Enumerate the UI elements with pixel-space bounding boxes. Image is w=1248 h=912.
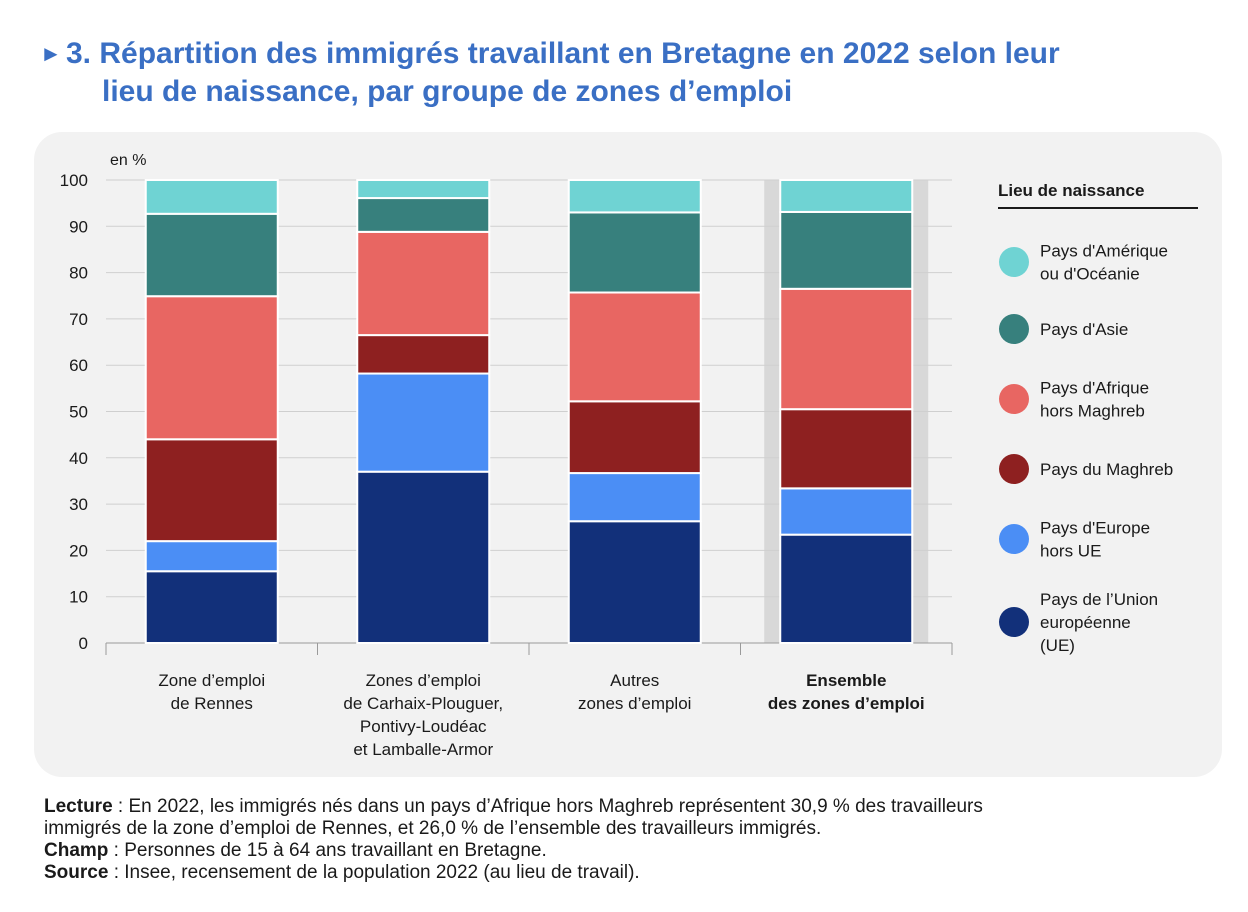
y-tick-label: 10 — [69, 588, 88, 607]
bar-segment — [567, 400, 702, 475]
x-category-label: Pontivy-Loudéac — [360, 717, 487, 736]
title-line-2: lieu de naissance, par groupe de zones d… — [102, 75, 793, 108]
bar-segment — [144, 212, 279, 298]
bar-segment — [779, 210, 914, 290]
bar-segment — [567, 211, 702, 294]
bar-segment — [779, 533, 914, 644]
lecture-text-1: : En 2022, les immigrés nés dans un pays… — [112, 796, 983, 817]
x-category-label: Autres — [610, 671, 659, 690]
legend-swatch-icon — [999, 314, 1029, 344]
legend-title: Lieu de naissance — [998, 181, 1144, 200]
bar-segment — [567, 520, 702, 644]
x-category-label: des zones d’emploi — [768, 694, 925, 713]
bar-segment — [567, 179, 702, 214]
legend-label: (UE) — [1040, 636, 1075, 655]
y-tick-label: 20 — [69, 541, 88, 560]
legend-swatch-icon — [999, 524, 1029, 554]
x-category-label: Zone d’emploi — [158, 671, 265, 690]
bar-segment — [356, 372, 491, 473]
legend-label: Pays d'Asie — [1040, 320, 1128, 339]
bar-segment — [567, 472, 702, 523]
x-category-label: zones d’emploi — [578, 694, 691, 713]
y-tick-label: 50 — [69, 403, 88, 422]
lecture-label: Lecture — [44, 796, 113, 817]
y-tick-label: 60 — [69, 356, 88, 375]
legend-swatch-icon — [999, 384, 1029, 414]
champ-label: Champ — [44, 840, 109, 861]
bar-segment — [144, 570, 279, 644]
y-tick-label: 30 — [69, 495, 88, 514]
bar-segment — [356, 179, 491, 200]
lecture-text-2: immigrés de la zone d’emploi de Rennes, … — [44, 818, 822, 839]
lecture-note: Lecture : En 2022, les immigrés nés dans… — [44, 796, 1214, 818]
bar-segment — [779, 287, 914, 411]
legend-label: hors Maghreb — [1040, 402, 1145, 421]
title-arrow-icon: ► — [40, 41, 62, 66]
legend-label: Pays d'Afrique — [1040, 379, 1149, 398]
legend-label: Pays du Maghreb — [1040, 460, 1173, 479]
legend-swatch-icon — [999, 247, 1029, 277]
y-tick-label: 70 — [69, 310, 88, 329]
bar-segment — [356, 230, 491, 337]
bar-segment — [144, 295, 279, 441]
legend-label: européenne — [1040, 613, 1131, 632]
bar-segment — [144, 179, 279, 215]
bar-segment — [356, 470, 491, 644]
champ-text: : Personnes de 15 à 64 ans travaillant e… — [108, 840, 547, 861]
lecture-note-cont: immigrés de la zone d’emploi de Rennes, … — [44, 818, 1214, 840]
x-category-label: Zones d’emploi — [366, 671, 481, 690]
legend-label: ou d'Océanie — [1040, 265, 1140, 284]
champ-note: Champ : Personnes de 15 à 64 ans travail… — [44, 840, 1214, 862]
x-category-label: Ensemble — [806, 671, 886, 690]
stacked-bar-chart: 0 10 20 30 40 50 60 70 80 90 100 en % Zone d’emploi d… — [60, 152, 1198, 759]
y-tick-label: 40 — [69, 449, 88, 468]
chart-notes: Lecture : En 2022, les immigrés nés dans… — [44, 796, 1214, 884]
source-label: Source — [44, 862, 109, 883]
y-tick-label: 90 — [69, 217, 88, 236]
legend-label: Pays d'Amérique — [1040, 242, 1168, 261]
x-category-label: de Rennes — [171, 694, 253, 713]
x-category-label: et Lamballe-Armor — [353, 740, 493, 759]
bar-segment — [356, 197, 491, 233]
legend-label: Pays de l’Union — [1040, 590, 1158, 609]
legend-swatch-icon — [999, 607, 1029, 637]
x-category-label: de Carhaix-Plouguer, — [343, 694, 503, 713]
chart-panel: 0 10 20 30 40 50 60 70 80 90 100 en % Zone d’emploi d… — [34, 132, 1222, 777]
source-note: Source : Insee, recensement de la popula… — [44, 862, 1214, 884]
bar-segment — [779, 408, 914, 490]
bar-segment — [356, 334, 491, 375]
bar-segment — [567, 291, 702, 403]
legend-label: Pays d'Europe — [1040, 519, 1150, 538]
bar-segment — [779, 487, 914, 536]
legend-label: hors UE — [1040, 542, 1101, 561]
bar-segment — [144, 438, 279, 543]
title-line-1: 3. Répartition des immigrés travaillant … — [66, 37, 1060, 70]
legend-swatch-icon — [999, 454, 1029, 484]
bar-segment — [779, 179, 914, 213]
y-tick-label: 0 — [79, 634, 88, 653]
y-unit-label: en % — [110, 152, 146, 169]
bar-segment — [144, 540, 279, 573]
source-text: : Insee, recensement de la population 20… — [108, 862, 640, 883]
y-tick-label: 100 — [60, 171, 88, 190]
y-tick-label: 80 — [69, 264, 88, 283]
